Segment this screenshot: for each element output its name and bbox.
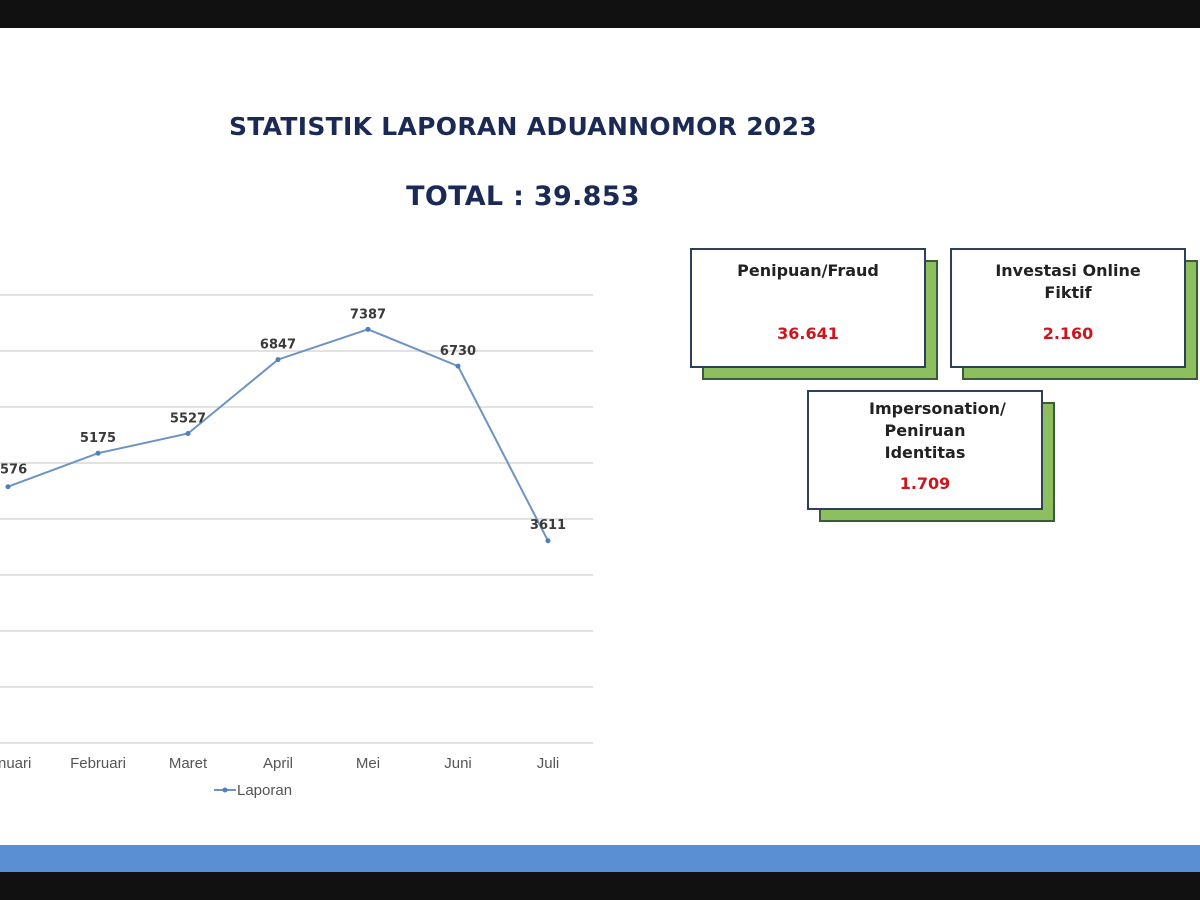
x-tick-label: Maret: [169, 755, 208, 772]
data-point: [275, 357, 281, 363]
data-point: [5, 484, 11, 490]
x-tick-label: nuari: [0, 755, 31, 772]
page-title: STATISTIK LAPORAN ADUANNOMOR 2023: [228, 112, 818, 141]
legend-label: Laporan: [237, 782, 292, 799]
top-letterbox-bar: [0, 0, 1200, 28]
line-chart: 576 5175 5527 6847 7387 6730 3611 nuari Februar…: [0, 294, 593, 799]
x-tick-label: Mei: [356, 755, 380, 772]
card-impersonation: Impersonation/ Peniruan Identitas 1.709: [807, 390, 1055, 522]
data-label: 7387: [350, 307, 386, 322]
card-value: 2.160: [1042, 324, 1094, 343]
data-label: 5527: [170, 411, 206, 426]
card-label: Investasi Online Fiktif: [995, 261, 1141, 302]
x-tick-label: Februari: [70, 755, 126, 772]
card-fraud: Penipuan/Fraud 36.641: [690, 248, 938, 380]
data-point: [95, 450, 101, 456]
data-label: 6730: [440, 344, 476, 359]
card-face: Penipuan/Fraud 36.641: [690, 248, 926, 368]
bottom-letterbox-bar: [0, 872, 1200, 900]
x-tick-label: April: [263, 755, 293, 772]
data-point: [185, 430, 191, 436]
card-face: Impersonation/ Peniruan Identitas 1.709: [807, 390, 1043, 510]
card-investasi: Investasi Online Fiktif 2.160: [950, 248, 1198, 380]
chart-x-tick-labels: nuari Februari Maret April Mei Juni Juli: [0, 755, 559, 772]
footer-accent-strip: [0, 845, 1200, 872]
data-point: [545, 538, 551, 544]
card-label: Penipuan/Fraud: [737, 261, 879, 280]
legend-point-marker: [222, 787, 228, 793]
chart-gridlines: [0, 294, 593, 744]
x-tick-label: Juli: [537, 755, 560, 772]
card-value: 36.641: [777, 324, 839, 343]
chart-points: [5, 326, 551, 544]
x-tick-label: Juni: [444, 755, 472, 772]
total-count: TOTAL : 39.853: [406, 181, 640, 212]
chart-data-labels: 576 5175 5527 6847 7387 6730 3611: [0, 307, 566, 532]
data-point: [365, 326, 371, 332]
card-value: 1.709: [899, 474, 951, 493]
data-point: [455, 363, 461, 369]
data-label: 576: [0, 463, 27, 478]
card-face: Investasi Online Fiktif 2.160: [950, 248, 1186, 368]
data-label: 3611: [530, 518, 566, 533]
data-label: 5175: [80, 431, 116, 446]
chart-legend: Laporan: [214, 782, 292, 799]
data-label: 6847: [260, 338, 296, 353]
card-label: Impersonation/ Peniruan Identitas: [869, 399, 1006, 462]
